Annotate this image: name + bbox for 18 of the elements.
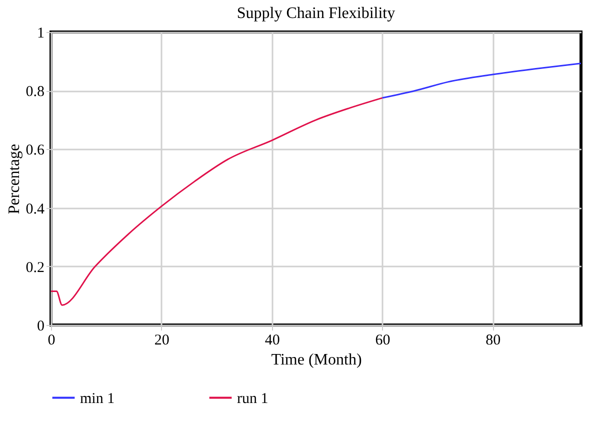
- y-tick-label: 0.8: [26, 84, 44, 100]
- line-series: [382, 62, 581, 99]
- y-tick-label: 0.6: [26, 142, 45, 159]
- y-tick-label: 0.2: [26, 260, 44, 276]
- y-tick-label: 0: [37, 318, 44, 334]
- line-series: [51, 97, 383, 306]
- x-tick-label: 40: [264, 332, 280, 348]
- x-axis-title: Time (Month): [271, 352, 362, 368]
- x-tick-label: 80: [486, 332, 501, 348]
- y-tick-label: 0.4: [26, 201, 45, 218]
- x-tick-label: 0: [48, 332, 56, 348]
- x-tick-label: 60: [375, 332, 390, 348]
- legend-label: run 1: [237, 390, 268, 407]
- chart-title: Supply Chain Flexibility: [236, 5, 396, 22]
- y-axis-title: Percentage: [6, 144, 23, 214]
- x-tick-label: 20: [154, 332, 170, 348]
- legend-label: min 1: [80, 390, 115, 407]
- y-tick-label: 1: [37, 26, 44, 42]
